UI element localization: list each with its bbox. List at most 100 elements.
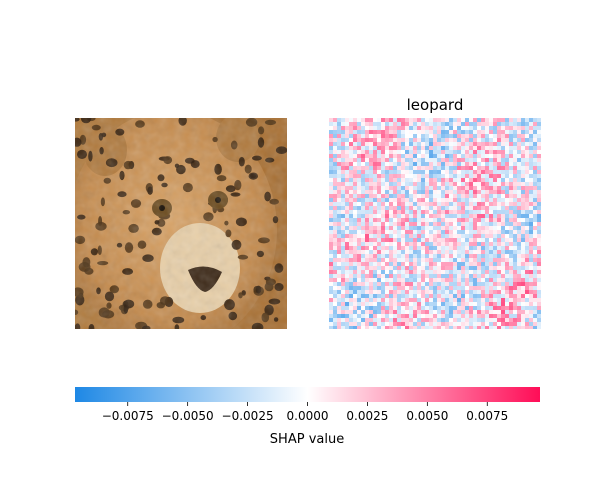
shap-cell [421, 162, 425, 166]
shap-cell [381, 238, 385, 242]
shap-cell [405, 234, 409, 238]
shap-cell [377, 310, 381, 314]
shap-cell [537, 146, 541, 150]
shap-cell [393, 250, 397, 254]
shap-cell [409, 178, 413, 182]
shap-cell [377, 158, 381, 162]
shap-cell [381, 222, 385, 226]
shap-cell [453, 322, 457, 326]
shap-cell [517, 302, 521, 306]
shap-cell [517, 270, 521, 274]
shap-cell [529, 298, 533, 302]
shap-cell [385, 214, 389, 218]
shap-cell [485, 210, 489, 214]
shap-cell [389, 162, 393, 166]
shap-cell [429, 234, 433, 238]
shap-cell [469, 162, 473, 166]
shap-cell [441, 322, 445, 326]
shap-cell [441, 158, 445, 162]
shap-cell [361, 166, 365, 170]
shap-cell [473, 138, 477, 142]
shap-cell [521, 250, 525, 254]
shap-cell [377, 230, 381, 234]
shap-cell [465, 174, 469, 178]
shap-cell [529, 210, 533, 214]
shap-cell [373, 194, 377, 198]
shap-cell [377, 326, 381, 329]
shap-cell [345, 178, 349, 182]
shap-cell [481, 182, 485, 186]
shap-cell [405, 322, 409, 326]
shap-cell [477, 318, 481, 322]
shap-cell [501, 150, 505, 154]
shap-cell [357, 266, 361, 270]
shap-cell [449, 130, 453, 134]
shap-cell [433, 246, 437, 250]
shap-cell [517, 318, 521, 322]
shap-cell [445, 246, 449, 250]
shap-cell [501, 226, 505, 230]
shap-cell [493, 122, 497, 126]
shap-cell [445, 306, 449, 310]
shap-cell [397, 182, 401, 186]
shap-cell [441, 298, 445, 302]
shap-cell [429, 270, 433, 274]
shap-cell [489, 202, 493, 206]
shap-cell [381, 194, 385, 198]
shap-cell [369, 150, 373, 154]
shap-cell [509, 214, 513, 218]
shap-cell [337, 326, 341, 329]
shap-cell [361, 238, 365, 242]
shap-cell [465, 266, 469, 270]
shap-cell [525, 286, 529, 290]
shap-cell [457, 130, 461, 134]
shap-cell [361, 282, 365, 286]
shap-cell [361, 310, 365, 314]
shap-cell [337, 290, 341, 294]
shap-cell [445, 302, 449, 306]
shap-cell [513, 166, 517, 170]
shap-cell [429, 170, 433, 174]
shap-cell [345, 142, 349, 146]
shap-cell [449, 318, 453, 322]
shap-cell [525, 142, 529, 146]
shap-cell [373, 158, 377, 162]
shap-cell [409, 210, 413, 214]
shap-cell [489, 274, 493, 278]
shap-cell [505, 190, 509, 194]
shap-cell [337, 294, 341, 298]
shap-cell [333, 126, 337, 130]
shap-cell [369, 170, 373, 174]
shap-cell [393, 134, 397, 138]
shap-cell [389, 226, 393, 230]
shap-cell [337, 170, 341, 174]
shap-cell [425, 214, 429, 218]
shap-cell [389, 134, 393, 138]
shap-cell [393, 142, 397, 146]
shap-cell [533, 230, 537, 234]
shap-cell [409, 226, 413, 230]
shap-cell [421, 246, 425, 250]
shap-cell [441, 250, 445, 254]
shap-cell [397, 130, 401, 134]
shap-cell [337, 246, 341, 250]
shap-cell [433, 302, 437, 306]
shap-cell [345, 326, 349, 329]
shap-cell [525, 170, 529, 174]
shap-cell [405, 282, 409, 286]
shap-cell [401, 230, 405, 234]
shap-cell [341, 254, 345, 258]
shap-cell [389, 250, 393, 254]
shap-cell [397, 242, 401, 246]
shap-cell [393, 222, 397, 226]
shap-cell [489, 166, 493, 170]
shap-cell [525, 174, 529, 178]
shap-cell [445, 146, 449, 150]
shap-cell [529, 150, 533, 154]
shap-cell [333, 118, 337, 122]
shap-cell [393, 278, 397, 282]
shap-cell [397, 274, 401, 278]
shap-cell [505, 326, 509, 329]
shap-cell [517, 266, 521, 270]
shap-cell [417, 246, 421, 250]
